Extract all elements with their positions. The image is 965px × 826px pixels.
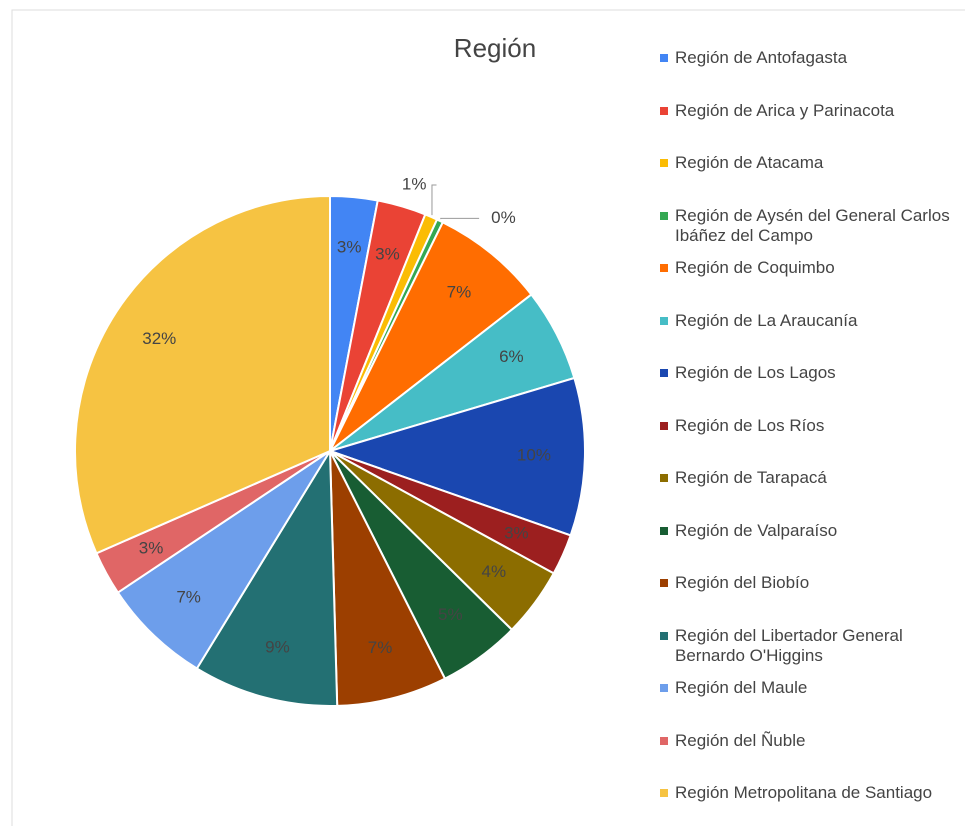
legend-item: Región de Tarapacá <box>660 468 955 488</box>
data-label: 3% <box>375 245 400 264</box>
legend-swatch <box>660 211 668 220</box>
legend-item: Región de Coquimbo <box>660 258 955 278</box>
legend-item: Región de Los Lagos <box>660 363 955 383</box>
data-label: 7% <box>368 638 393 657</box>
legend-swatch <box>660 421 668 430</box>
legend-swatch <box>660 54 668 62</box>
pie-slice <box>329 450 447 707</box>
leader-line <box>431 184 437 216</box>
legend-item: Región del Libertador General Bernardo O… <box>660 626 955 666</box>
pie-slice <box>329 220 533 452</box>
legend-item: Región Metropolitana de Santiago <box>660 783 955 803</box>
legend-item: Región de Antofagasta <box>660 48 955 68</box>
data-label: 3% <box>139 538 164 557</box>
data-label: 0% <box>491 208 516 227</box>
legend-swatch <box>660 316 668 325</box>
legend-label: Región de Antofagasta <box>675 48 848 67</box>
data-label: 7% <box>447 282 472 301</box>
legend-swatch <box>660 474 668 482</box>
data-label: 4% <box>481 562 506 581</box>
legend-item: Región de La Araucanía <box>660 311 955 331</box>
data-label: 1% <box>402 174 427 193</box>
legend-item: Región del Biobío <box>660 573 955 593</box>
data-label: 5% <box>438 605 463 624</box>
chart-title: Región <box>454 33 536 63</box>
data-label: 7% <box>176 588 201 607</box>
legend-label: Región de Atacama <box>675 153 824 172</box>
frame <box>11 9 965 826</box>
legend-swatch <box>660 264 668 272</box>
legend-label: Región del Ñuble <box>675 730 806 750</box>
legend-label: Región de La Araucanía <box>675 310 858 330</box>
legend-item: Región de Atacama <box>660 153 955 173</box>
legend-item: Región de Arica y Parinacota <box>660 101 955 121</box>
legend-swatch <box>660 159 668 167</box>
legend-item: Región de Valparaíso <box>660 521 955 541</box>
legend-label: Región del Libertador General Bernardo O… <box>675 625 903 665</box>
leader-line <box>440 217 480 220</box>
legend-label: Región de Los Ríos <box>675 415 825 435</box>
legend-swatch <box>660 579 668 587</box>
legend-label: Región de Los Lagos <box>675 363 836 382</box>
legend-swatch <box>660 369 668 377</box>
legend-swatch <box>660 789 668 797</box>
data-label: 32% <box>142 329 176 348</box>
legend-label: Región de Aysén del General Carlos Ibáñe… <box>675 205 950 245</box>
data-label: 10% <box>517 445 551 464</box>
legend-item: Región de Los Ríos <box>660 416 955 436</box>
legend-label: Región de Arica y Parinacota <box>675 100 895 120</box>
legend-label: Región de Coquimbo <box>675 258 835 277</box>
pie-slice <box>116 450 331 670</box>
legend-label: Región del Maule <box>675 678 808 697</box>
legend-swatch <box>660 736 668 745</box>
data-label: 3% <box>337 237 362 256</box>
data-label: 3% <box>504 523 529 542</box>
legend-swatch <box>660 106 668 115</box>
legend-label: Región de Tarapacá <box>675 468 827 487</box>
legend-label: Región Metropolitana de Santiago <box>675 783 933 802</box>
pie-slice <box>195 447 339 707</box>
legend-item: Región de Aysén del General Carlos Ibáñe… <box>660 206 955 246</box>
legend-swatch <box>660 684 668 692</box>
legend-swatch <box>660 631 668 640</box>
pie-slice <box>74 194 331 555</box>
data-label: 6% <box>499 347 524 366</box>
legend-item: Región del Ñuble <box>660 731 955 751</box>
data-label: 9% <box>265 638 290 657</box>
legend-label: Región de Valparaíso <box>675 520 838 540</box>
pie-slice <box>326 376 586 537</box>
legend-label: Región del Biobío <box>675 573 810 592</box>
legend-swatch <box>660 526 668 535</box>
legend-item: Región del Maule <box>660 678 955 698</box>
